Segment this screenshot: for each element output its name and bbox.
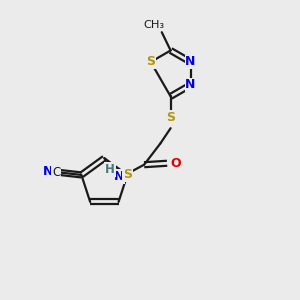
Text: S: S <box>166 111 175 124</box>
Text: O: O <box>170 157 181 170</box>
Text: C: C <box>52 166 60 179</box>
Text: H: H <box>105 163 115 176</box>
Text: N: N <box>185 56 196 68</box>
Text: S: S <box>123 168 132 182</box>
Text: CH₃: CH₃ <box>143 20 164 30</box>
Text: N: N <box>185 78 196 92</box>
Text: N: N <box>114 170 124 183</box>
Text: N: N <box>43 165 53 178</box>
Text: S: S <box>146 56 155 68</box>
